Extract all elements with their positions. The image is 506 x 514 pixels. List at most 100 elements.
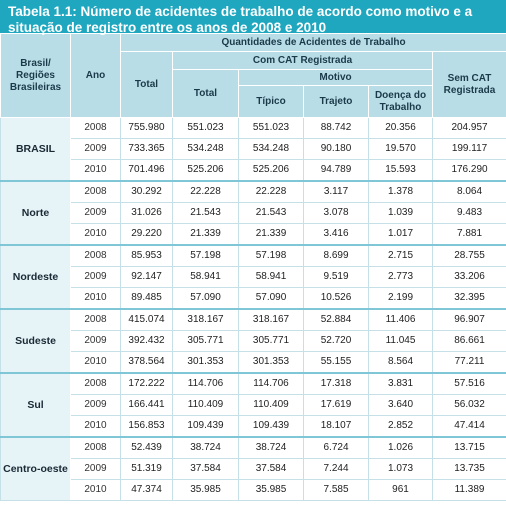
sem-cat-cell: 77.211 [431,351,506,374]
tipico-cell: 525.206 [238,159,304,182]
header-trajeto: Trajeto [303,85,369,118]
table-row: 2010 378.564 301.353 301.353 55.155 8.564 77.2… [1,351,506,374]
header-ano: Ano [70,33,121,118]
doenca-cell: 1.039 [368,202,433,224]
sem-cat-cell: 47.414 [431,415,506,438]
tipico-cell: 551.023 [238,117,304,139]
table-row: Centro-oeste 2008 52.439 38.724 38.724 6.724 1… [0,436,506,501]
tipico-cell: 57.198 [238,244,304,267]
table-header: Brasil/ Regiões Brasileiras Ano Quantida… [0,33,506,118]
tipico-cell: 21.339 [238,223,304,246]
sem-cat-cell: 199.117 [431,138,506,160]
cat-total-cell: 534.248 [172,138,239,160]
trajeto-cell: 90.180 [303,138,369,160]
tipico-cell: 114.706 [238,372,304,395]
cat-total-cell: 110.409 [172,394,239,416]
cat-total-cell: 109.439 [172,415,239,438]
total-cell: 172.222 [120,372,173,395]
total-cell: 701.496 [120,159,173,182]
tipico-cell: 37.584 [238,458,304,480]
table-row: 2009 92.147 58.941 58.941 9.519 2.773 33.206 [1,266,506,288]
region-name: Nordeste [0,244,71,310]
year-cell: 2010 [70,351,121,374]
sem-cat-cell: 13.735 [431,458,506,480]
header-doenca: Doença do Trabalho [368,85,433,118]
sem-cat-cell: 57.516 [431,372,506,395]
table-row: 2009 733.365 534.248 534.248 90.180 19.570 199… [1,138,506,160]
tipico-cell: 57.090 [238,287,304,310]
trajeto-cell: 88.742 [303,117,369,139]
doenca-cell: 20.356 [368,117,433,139]
cat-total-cell: 301.353 [172,351,239,374]
sem-cat-cell: 7.881 [431,223,506,246]
doenca-cell: 8.564 [368,351,433,374]
trajeto-cell: 7.585 [303,479,369,501]
cat-total-cell: 305.771 [172,330,239,352]
cat-total-cell: 57.198 [172,244,239,267]
header-cat-total: Total [172,69,239,118]
doenca-cell: 19.570 [368,138,433,160]
year-cell: 2010 [70,479,121,501]
doenca-cell: 11.406 [368,308,433,331]
trajeto-cell: 3.416 [303,223,369,246]
doenca-cell: 2.852 [368,415,433,438]
doenca-cell: 2.199 [368,287,433,310]
total-cell: 52.439 [120,436,173,459]
tipico-cell: 22.228 [238,180,304,203]
cat-total-cell: 114.706 [172,372,239,395]
total-cell: 378.564 [120,351,173,374]
trajeto-cell: 6.724 [303,436,369,459]
total-cell: 156.853 [120,415,173,438]
table-body: BRASIL 2008 755.980 551.023 551.023 88.742 20.… [0,117,506,501]
sem-cat-cell: 86.661 [431,330,506,352]
trajeto-cell: 10.526 [303,287,369,310]
sem-cat-cell: 8.064 [431,180,506,203]
trajeto-cell: 55.155 [303,351,369,374]
table-row: 2010 156.853 109.439 109.439 18.107 2.852 47.4… [1,415,506,438]
year-cell: 2009 [70,394,121,416]
sem-cat-cell: 28.755 [431,244,506,267]
doenca-cell: 3.640 [368,394,433,416]
year-cell: 2008 [70,180,121,203]
header-tipico: Típico [238,85,304,118]
sem-cat-cell: 176.290 [431,159,506,182]
table-row: 2009 392.432 305.771 305.771 52.720 11.045 86.… [1,330,506,352]
cat-total-cell: 35.985 [172,479,239,501]
trajeto-cell: 9.519 [303,266,369,288]
region-name: Sul [0,372,71,438]
total-cell: 166.441 [120,394,173,416]
doenca-cell: 3.831 [368,372,433,395]
cat-total-cell: 57.090 [172,287,239,310]
doenca-cell: 1.026 [368,436,433,459]
region-name: Centro-oeste [0,436,71,501]
year-cell: 2008 [70,308,121,331]
tipico-cell: 38.724 [238,436,304,459]
table-row: 2009 166.441 110.409 110.409 17.619 3.640 56.0… [1,394,506,416]
trajeto-cell: 8.699 [303,244,369,267]
table-row: Sul 2008 172.222 114.706 114.706 17.318 3.831 5… [0,372,506,438]
cat-total-cell: 22.228 [172,180,239,203]
tipico-cell: 21.543 [238,202,304,224]
sem-cat-cell: 13.715 [431,436,506,459]
total-cell: 755.980 [120,117,173,139]
trajeto-cell: 17.619 [303,394,369,416]
cat-total-cell: 58.941 [172,266,239,288]
trajeto-cell: 18.107 [303,415,369,438]
table-row: 2009 31.026 21.543 21.543 3.078 1.039 9.483 [1,202,506,224]
header-total: Total [120,51,173,118]
year-cell: 2009 [70,202,121,224]
year-cell: 2009 [70,266,121,288]
tipico-cell: 58.941 [238,266,304,288]
doenca-cell: 1.017 [368,223,433,246]
sem-cat-cell: 32.395 [431,287,506,310]
total-cell: 51.319 [120,458,173,480]
tipico-cell: 110.409 [238,394,304,416]
table-title: Tabela 1.1: Número de acidentes de traba… [0,0,506,35]
header-motivo: Motivo [238,69,433,86]
year-cell: 2009 [70,330,121,352]
table-row: 2010 701.496 525.206 525.206 94.789 15.593 176… [1,159,506,182]
doenca-cell: 15.593 [368,159,433,182]
trajeto-cell: 94.789 [303,159,369,182]
year-cell: 2010 [70,223,121,246]
